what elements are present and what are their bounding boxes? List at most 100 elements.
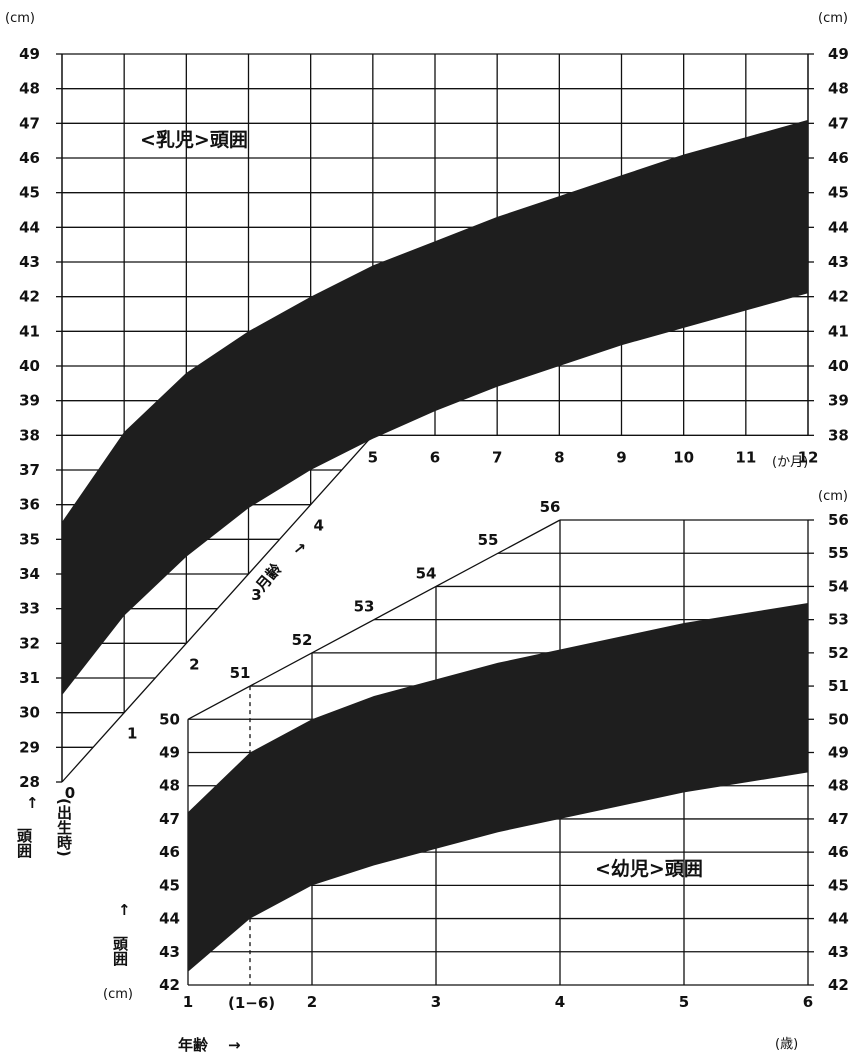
infant-y-tick-left: 48 <box>19 80 40 98</box>
infant-head-circ-label: 頭囲 <box>15 828 33 859</box>
toddler-y-tick-right: 51 <box>828 677 849 695</box>
toddler-y-tick-right: 53 <box>828 611 849 629</box>
infant-y-tick-left: 40 <box>19 357 40 375</box>
one-six-label: (1−6) <box>228 994 275 1012</box>
infant-y-tick-left: 35 <box>19 530 40 548</box>
infant-y-tick-left: 33 <box>19 600 40 618</box>
infant-y-tick-right: 44 <box>828 218 849 236</box>
toddler-y-tick-left: 49 <box>159 744 180 762</box>
at-birth-label: (出生時) <box>55 798 73 857</box>
infant-y-tick-left: 47 <box>19 114 40 132</box>
infant-y-tick-right: 46 <box>828 149 849 167</box>
infant-y-tick-right: 42 <box>828 288 849 306</box>
infant-y-tick-left: 45 <box>19 184 40 202</box>
infant-month-label: 10 <box>673 448 694 466</box>
infant-y-tick-right: 39 <box>828 392 849 410</box>
toddler-y-tick-left: 47 <box>159 810 180 828</box>
toddler-y-tick-right: 44 <box>828 910 849 928</box>
infant-y-tick-left: 49 <box>19 45 40 63</box>
infant-y-tick-left: 46 <box>19 149 40 167</box>
infant-y-tick-right: 49 <box>828 45 849 63</box>
toddler-x-tick: 6 <box>803 993 813 1011</box>
infant-y-tick-right: 48 <box>828 80 849 98</box>
infant-month-label: 8 <box>554 448 564 466</box>
infant-y-tick-left: 36 <box>19 496 40 514</box>
infant-month-label: 6 <box>430 448 440 466</box>
year-age-arrow: → <box>228 1036 241 1054</box>
toddler-y-tick-right: 49 <box>828 744 849 762</box>
toddler-cm-label-diagonal: 51 <box>230 664 251 682</box>
toddler-y-tick-left: 46 <box>159 843 180 861</box>
infant-arrow-up: ↑ <box>26 794 39 812</box>
infant-y-tick-left: 41 <box>19 322 40 340</box>
infant-y-tick-right: 47 <box>828 114 849 132</box>
infant-y-tick-left: 37 <box>19 461 40 479</box>
toddler-cm-label-diagonal: 55 <box>478 531 499 549</box>
unit-cm-top-right: (cm) <box>818 11 848 26</box>
toddler-y-tick-left: 45 <box>159 876 180 894</box>
toddler-title: <幼児>頭囲 <box>595 857 703 880</box>
infant-y-tick-right: 40 <box>828 357 849 375</box>
month-diagonal-axis <box>61 434 374 783</box>
toddler-cm-label-diagonal: 54 <box>416 564 437 582</box>
infant-month-label: 5 <box>368 448 378 466</box>
infant-month-label: 7 <box>492 448 502 466</box>
toddler-x-tick: 1 <box>183 993 193 1011</box>
infant-y-tick-left: 43 <box>19 253 40 271</box>
toddler-arrow-up: ↑ <box>118 901 131 919</box>
infant-month-label-diagonal: 1 <box>127 725 137 743</box>
infant-y-tick-left: 29 <box>19 738 40 756</box>
toddler-cm-label-diagonal: 56 <box>540 498 561 516</box>
infant-y-tick-left: 34 <box>19 565 40 583</box>
month-age-arrow: → <box>289 537 310 559</box>
infant-month-label: 11 <box>735 448 756 466</box>
toddler-cm-label-diagonal: 52 <box>292 631 313 649</box>
infant-y-tick-left: 30 <box>19 704 40 722</box>
infant-y-tick-left: 38 <box>19 426 40 444</box>
toddler-y-tick-left: 48 <box>159 777 180 795</box>
toddler-y-tick-right: 56 <box>828 511 849 529</box>
infant-month-label: 9 <box>616 448 626 466</box>
unit-cm-toddler-right: (cm) <box>818 489 848 504</box>
toddler-cm-label-diagonal: 53 <box>354 598 375 616</box>
infant-title: <乳児>頭囲 <box>140 128 248 151</box>
infant-y-tick-left: 28 <box>19 773 40 791</box>
toddler-y-tick-right: 52 <box>828 644 849 662</box>
toddler-y-tick-right: 46 <box>828 843 849 861</box>
infant-y-tick-right: 38 <box>828 426 849 444</box>
unit-kagetsu: (か月) <box>772 455 808 470</box>
toddler-y-tick-left: 50 <box>159 710 180 728</box>
toddler-x-tick: 2 <box>307 993 317 1011</box>
toddler-y-tick-right: 43 <box>828 943 849 961</box>
infant-month-label-diagonal: 4 <box>313 517 323 535</box>
unit-cm-top-left: (cm) <box>5 11 35 26</box>
infant-y-tick-left: 31 <box>19 669 40 687</box>
toddler-head-circ-label: 頭囲 <box>111 936 129 967</box>
toddler-y-tick-right: 47 <box>828 810 849 828</box>
toddler-y-tick-right: 48 <box>828 777 849 795</box>
toddler-y-tick-left: 43 <box>159 943 180 961</box>
infant-y-tick-left: 42 <box>19 288 40 306</box>
infant-y-tick-right: 45 <box>828 184 849 202</box>
toddler-y-tick-right: 54 <box>828 577 849 595</box>
toddler-y-tick-left: 44 <box>159 910 180 928</box>
infant-y-tick-right: 43 <box>828 253 849 271</box>
cm-diagonal-axis <box>187 519 561 720</box>
toddler-x-tick: 5 <box>679 993 689 1011</box>
toddler-x-tick: 4 <box>555 993 565 1011</box>
infant-month-label-diagonal: 0 <box>65 784 75 802</box>
toddler-y-tick-right: 42 <box>828 976 849 994</box>
infant-month-label-diagonal: 2 <box>189 655 199 673</box>
infant-month-label-diagonal: 3 <box>251 586 261 604</box>
infant-percentile-band <box>62 119 808 696</box>
infant-month-label: 12 <box>798 448 819 466</box>
growth-bands <box>62 119 808 972</box>
unit-sai: (歳) <box>775 1037 798 1052</box>
infant-y-tick-left: 39 <box>19 392 40 410</box>
infant-y-tick-right: 41 <box>828 322 849 340</box>
infant-y-tick-left: 44 <box>19 218 40 236</box>
toddler-y-tick-right: 45 <box>828 876 849 894</box>
toddler-y-tick-left: 42 <box>159 976 180 994</box>
